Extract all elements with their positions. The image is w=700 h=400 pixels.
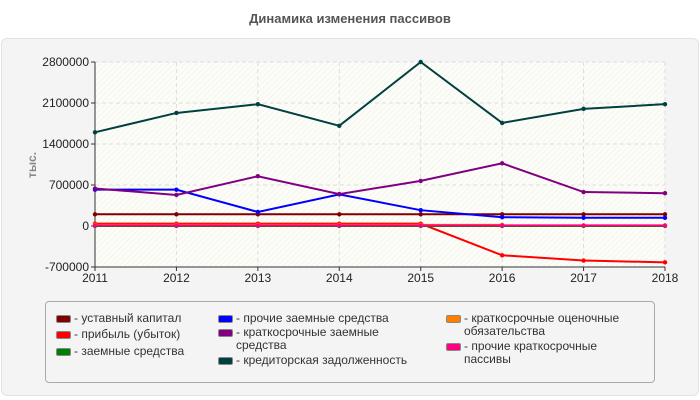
data-point (337, 123, 342, 129)
data-point (581, 223, 586, 228)
series-line-5 (94, 60, 666, 134)
data-point (418, 212, 423, 217)
legend-swatch (56, 331, 71, 339)
data-point (174, 192, 179, 198)
legend-label: - прочие заемные средства (236, 311, 389, 325)
legend-swatch (446, 343, 461, 351)
legend-label: - кредиторская задолженность (236, 353, 408, 367)
data-point (662, 260, 668, 265)
plot-background (95, 62, 665, 267)
data-point (499, 161, 505, 166)
data-point (499, 215, 505, 220)
legend-swatch (218, 329, 233, 337)
legend-item: - прочие краткосрочные пассивы (446, 340, 631, 366)
legend-label: - краткосрочные заемные средства (236, 325, 379, 352)
legend-item: - заемные средства (56, 345, 184, 358)
legend-swatch (56, 348, 71, 356)
data-point (499, 223, 505, 228)
legend-label: - прибыль (убыток) (74, 327, 181, 341)
data-point (337, 223, 342, 228)
data-point (581, 189, 586, 195)
data-point (581, 258, 586, 263)
y-axis-label: тыс. (25, 152, 39, 178)
data-point (662, 191, 668, 196)
data-point (92, 186, 98, 191)
x-tick-label: 2011 (82, 271, 108, 285)
data-point (499, 120, 505, 126)
chart-title: Динамика изменения пассивов (249, 11, 451, 26)
data-point (255, 209, 261, 215)
series-line-4 (94, 162, 666, 196)
legend-swatch (218, 357, 233, 365)
y-tick-label: 2100000 (42, 96, 89, 110)
data-point (174, 223, 179, 228)
data-point (337, 212, 342, 217)
x-tick-label: 2014 (326, 271, 353, 285)
legend-label: - заемные средства (74, 344, 185, 358)
legend-item: - прочие заемные средства (218, 312, 389, 325)
data-point (581, 215, 586, 220)
data-point (174, 110, 179, 116)
series-line-3 (95, 188, 665, 219)
legend-swatch (56, 315, 71, 323)
y-tick-label: 700000 (49, 178, 89, 192)
series-line-1 (95, 222, 666, 264)
legend-label: - уставный капитал (74, 311, 182, 325)
data-point (174, 212, 179, 217)
x-tick-label: 2013 (245, 271, 272, 285)
legend-item: - кредиторская задолженность (218, 354, 407, 367)
data-point (662, 223, 668, 228)
y-tick-label: -700000 (45, 260, 89, 274)
data-point (418, 59, 423, 65)
x-tick-label: 2015 (407, 271, 434, 285)
legend-item: - прибыль (убыток) (56, 328, 180, 341)
data-point (418, 223, 423, 228)
data-point (255, 174, 261, 179)
y-tick-label: 0 (82, 219, 89, 233)
y-tick-label: 2800000 (42, 55, 89, 69)
x-tick-label: 2018 (652, 271, 679, 285)
data-point (581, 212, 586, 217)
data-point (418, 207, 423, 213)
x-tick-label: 2016 (489, 271, 516, 285)
data-point (255, 101, 261, 107)
data-point (499, 253, 505, 258)
legend: - уставный капитал - прибыль (убыток) - за… (45, 301, 655, 383)
y-tick-label: 1400000 (42, 137, 89, 151)
data-point (662, 212, 668, 217)
data-point (337, 191, 342, 197)
x-tick-label: 2012 (163, 271, 190, 285)
legend-item: - краткосрочные заемные средства (218, 326, 388, 352)
legend-item: - уставный капитал (56, 312, 181, 325)
x-tick-label: 2017 (570, 271, 597, 285)
data-point (174, 187, 179, 192)
legend-item: - краткосрочные оценочные обязательства (446, 312, 631, 338)
data-point (581, 106, 586, 112)
data-point (92, 212, 98, 217)
data-point (92, 130, 98, 135)
legend-swatch (218, 315, 233, 323)
data-point (662, 215, 668, 220)
legend-swatch (446, 315, 461, 323)
legend-label: - прочие краткосрочные пассивы (464, 339, 598, 366)
data-point (662, 101, 668, 107)
data-point (418, 178, 423, 184)
legend-label: - краткосрочные оценочные обязательства (464, 311, 620, 338)
data-point (92, 223, 98, 228)
data-point (255, 223, 261, 228)
